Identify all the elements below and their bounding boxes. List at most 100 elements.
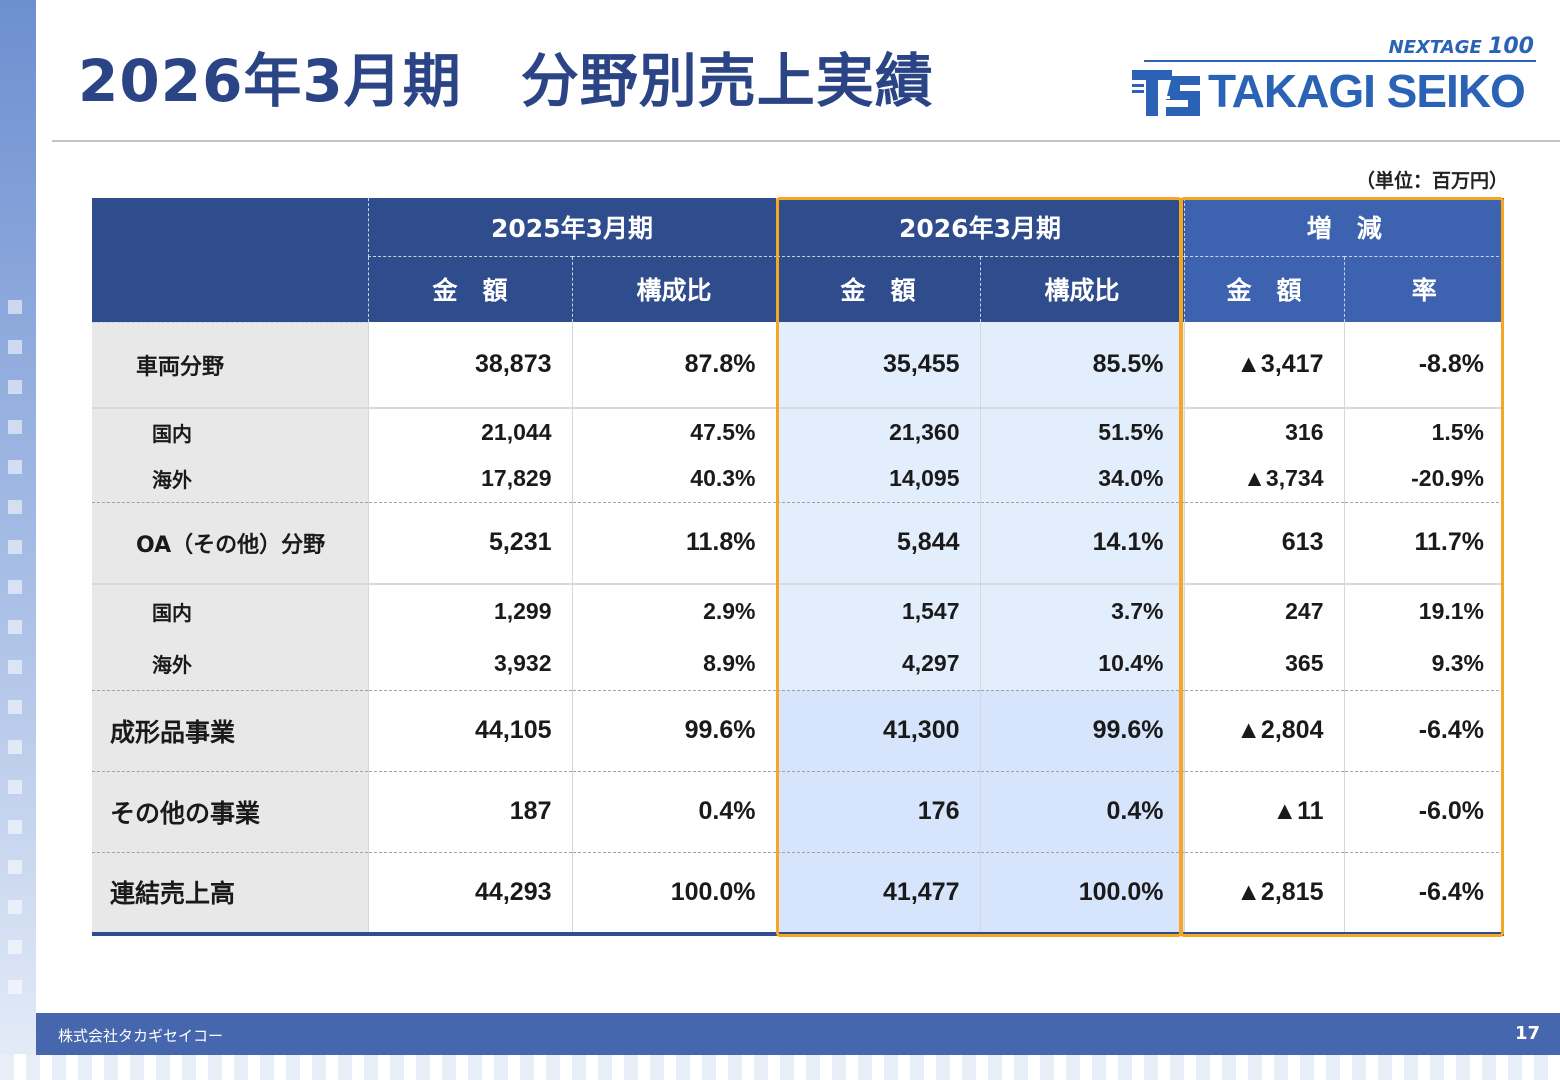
decor-square	[8, 780, 22, 794]
logo-tagline: NEXTAGE 100	[1388, 34, 1534, 59]
decor-square	[8, 940, 22, 954]
cell-value: -6.0%	[1343, 771, 1504, 853]
company-logo: NEXTAGE 100 TAKAGI SEIKO	[1132, 30, 1542, 122]
cell-value: ▲11	[1183, 771, 1344, 853]
cell-value: 365	[1183, 638, 1344, 691]
subheader-amount: 金 額	[775, 256, 980, 322]
table-row: その他の事業 187 0.4% 176 0.4% ▲11 -6.0%	[92, 771, 1504, 853]
table-row: 成形品事業 44,105 99.6% 41,300 99.6% ▲2,804 -…	[92, 690, 1504, 772]
bottom-decoration	[0, 1054, 1560, 1080]
cell-value: 247	[1183, 584, 1344, 638]
cell-value: 87.8%	[571, 322, 776, 409]
cell-value: 11.8%	[571, 502, 776, 585]
table-row: 国内 1,299 2.9% 1,547 3.7% 247 19.1%	[92, 584, 1504, 638]
cell-value: 47.5%	[571, 408, 776, 456]
cell-value: 21,360	[775, 408, 980, 456]
cell-value: 2.9%	[571, 584, 776, 638]
subheader-ratio: 構成比	[571, 256, 776, 322]
cell-value: 187	[367, 771, 572, 853]
cell-value: 100.0%	[979, 852, 1184, 936]
table-row: OA（その他）分野 5,231 11.8% 5,844 14.1% 613 11…	[92, 502, 1504, 585]
cell-value: 17,829	[367, 456, 572, 503]
cell-value: 316	[1183, 408, 1344, 456]
cell-value: 85.5%	[979, 322, 1184, 409]
cell-value: 176	[775, 771, 980, 853]
cell-value: 4,297	[775, 638, 980, 691]
table-row: 車両分野 38,873 87.8% 35,455 85.5% ▲3,417 -8…	[92, 322, 1504, 409]
row-label: 連結売上高	[92, 852, 368, 936]
cell-value: 3,932	[367, 638, 572, 691]
cell-value: ▲3,734	[1183, 456, 1344, 503]
cell-value: 613	[1183, 502, 1344, 585]
decor-square	[8, 340, 22, 354]
subheader-change-amount: 金 額	[1183, 256, 1344, 322]
cell-value: 19.1%	[1343, 584, 1504, 638]
cell-value: 10.4%	[979, 638, 1184, 691]
decor-square	[8, 700, 22, 714]
row-label: その他の事業	[92, 771, 368, 853]
header-corner	[92, 198, 368, 323]
subheader-ratio: 構成比	[979, 256, 1184, 322]
cell-value: 100.0%	[571, 852, 776, 936]
cell-value: 99.6%	[979, 690, 1184, 772]
cell-value: -6.4%	[1343, 690, 1504, 772]
page-number: 17	[1514, 1023, 1540, 1044]
cell-value: -6.4%	[1343, 852, 1504, 936]
table-row: 海外 3,932 8.9% 4,297 10.4% 365 9.3%	[92, 638, 1504, 691]
cell-value: 9.3%	[1343, 638, 1504, 691]
row-label: 海外	[92, 638, 368, 691]
cell-value: 38,873	[367, 322, 572, 409]
decor-square	[8, 980, 22, 994]
cell-value: 44,293	[367, 852, 572, 936]
cell-value: ▲2,815	[1183, 852, 1344, 936]
table-row: 海外 17,829 40.3% 14,095 34.0% ▲3,734 -20.…	[92, 456, 1504, 503]
slide: 2026年3月期 分野別売上実績 NEXTAGE 100 TAKAGI SEIK…	[36, 0, 1560, 1055]
cell-value: 1,299	[367, 584, 572, 638]
row-label: 国内	[92, 408, 368, 456]
cell-value: 34.0%	[979, 456, 1184, 503]
row-label: 国内	[92, 584, 368, 638]
row-label: 車両分野	[92, 322, 368, 409]
logo-rule	[1144, 60, 1536, 62]
period-header-fy2025: 2025年3月期	[367, 198, 776, 257]
footer-company: 株式会社タカギセイコー	[58, 1027, 224, 1045]
cell-value: 41,477	[775, 852, 980, 936]
decor-square	[8, 660, 22, 674]
decor-square	[8, 620, 22, 634]
logo-brand-text: TAKAGI SEIKO	[1208, 65, 1526, 117]
cell-value: 44,105	[367, 690, 572, 772]
cell-value: 99.6%	[571, 690, 776, 772]
cell-value: 11.7%	[1343, 502, 1504, 585]
cell-value: 1,547	[775, 584, 980, 638]
cell-value: 3.7%	[979, 584, 1184, 638]
cell-value: ▲2,804	[1183, 690, 1344, 772]
cell-value: 40.3%	[571, 456, 776, 503]
decor-square	[8, 380, 22, 394]
table-row: 連結売上高 44,293 100.0% 41,477 100.0% ▲2,815…	[92, 852, 1504, 936]
left-decoration-strip	[0, 0, 36, 1080]
cell-value: 5,231	[367, 502, 572, 585]
cell-value: 5,844	[775, 502, 980, 585]
cell-value: 8.9%	[571, 638, 776, 691]
decor-square	[8, 540, 22, 554]
row-label: OA（その他）分野	[92, 502, 368, 585]
subheader-change-rate: 率	[1343, 256, 1504, 322]
cell-value: 21,044	[367, 408, 572, 456]
sales-table: 2025年3月期 2026年3月期 増 減 金 額 構成比 金 額 構成比 金 …	[92, 198, 1504, 936]
cell-value: 14.1%	[979, 502, 1184, 585]
cell-value: 0.4%	[979, 771, 1184, 853]
unit-label: （単位：百万円）	[1355, 170, 1508, 192]
decor-square	[8, 300, 22, 314]
cell-value: 51.5%	[979, 408, 1184, 456]
cell-value: 14,095	[775, 456, 980, 503]
period-header-fy2026: 2026年3月期	[775, 198, 1184, 257]
cell-value: -8.8%	[1343, 322, 1504, 409]
table-row: 国内 21,044 47.5% 21,360 51.5% 316 1.5%	[92, 408, 1504, 456]
subheader-amount: 金 額	[367, 256, 572, 322]
period-header-change: 増 減	[1183, 198, 1504, 257]
cell-value: 41,300	[775, 690, 980, 772]
decor-square	[8, 820, 22, 834]
decor-square	[8, 900, 22, 914]
slide-title: 2026年3月期 分野別売上実績	[78, 47, 934, 115]
decor-square	[8, 740, 22, 754]
